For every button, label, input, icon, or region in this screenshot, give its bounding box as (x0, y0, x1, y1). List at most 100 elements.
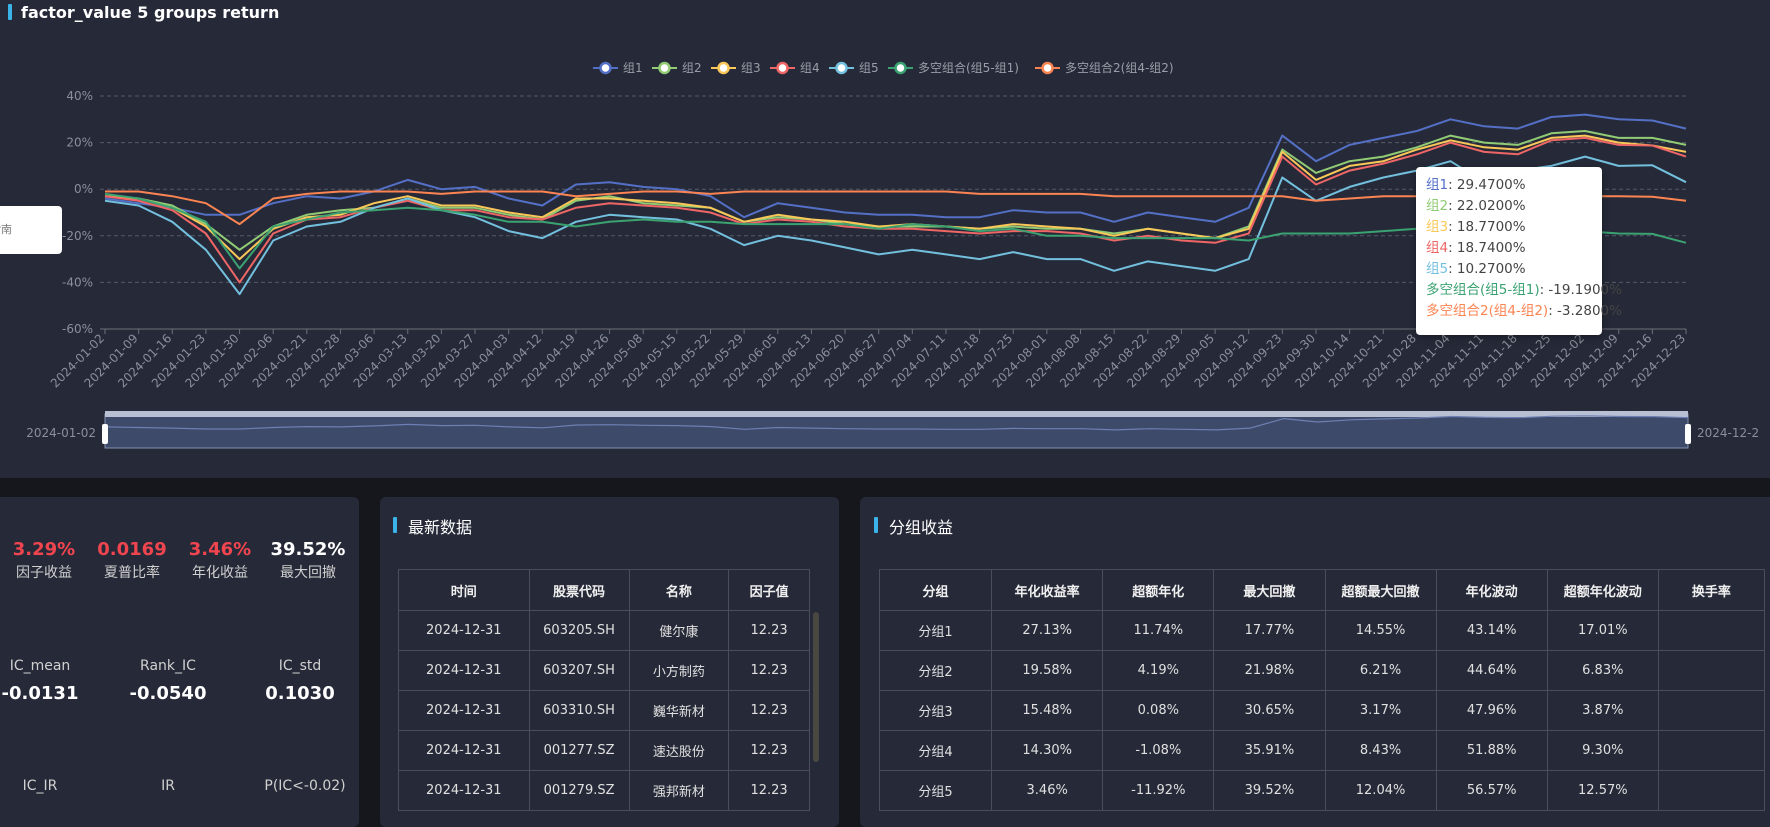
group-table-cell: 3.87% (1546, 690, 1659, 731)
tooltip-row: 组2: 22.0200% (1416, 196, 1602, 217)
latest-table-row[interactable]: 2024-12-31 603310.SH 巍华新材 12.23 (398, 690, 810, 731)
y-tick-label: -40% (62, 275, 93, 289)
factor-return-value: 3.29% (12, 539, 76, 560)
tooltip-series-value: : 22.0200% (1448, 198, 1526, 214)
tooltip-row: 多空组合2(组4-组2): -3.2800% (1416, 301, 1622, 322)
legend-item[interactable]: 多空组合(组5-组1) (918, 60, 1019, 75)
group-table-row[interactable]: 分组5 3.46% -11.92% 39.52% 12.04% 56.57% 12.57% (878, 770, 1766, 811)
group-table-row[interactable]: 分组4 14.30% -1.08% 35.91% 8.43% 51.88% 9.30% (878, 730, 1766, 771)
group-table-row[interactable]: 分组2 19.58% 4.19% 21.98% 6.21% 44.64% 6.83% (878, 650, 1766, 691)
group-table-cell: 14.30% (991, 730, 1104, 771)
group-title-accent (874, 517, 878, 533)
legend-marker-icon[interactable] (717, 61, 730, 75)
tooltip-row: 组4: 18.7400% (1416, 238, 1602, 259)
legend-marker-icon[interactable] (599, 61, 612, 75)
latest-table-cell: 健尔康 (628, 610, 730, 651)
group-table-cell: 14.55% (1324, 610, 1437, 651)
zoom-window[interactable] (104, 413, 1689, 449)
latest-table-row[interactable]: 2024-12-31 603207.SH 小方制药 12.23 (398, 650, 810, 691)
line-chart[interactable]: 40%20%0%-20%-40%-60%2024-01-022024-01-09… (0, 0, 1770, 478)
latest-table-cell: 2024-12-31 (398, 650, 530, 691)
annual-return-value: 3.46% (188, 539, 252, 560)
tooltip-series-value: : -19.1900% (1539, 282, 1622, 298)
legend-item[interactable]: 组3 (741, 61, 761, 75)
zoom-right-handle[interactable] (1685, 424, 1691, 444)
legend-marker-icon[interactable] (835, 61, 848, 75)
zoom-end-label: 2024-12-2 (1697, 426, 1759, 440)
tooltip-series-value: : 29.4700% (1448, 177, 1526, 193)
group-returns-table: 分组 年化收益率 超额年化 最大回撤 超额最大回撤 年化波动 超额年化波动 换手率 分组1 27… (878, 569, 1766, 811)
group-table-cell: 17.01% (1546, 610, 1659, 651)
group-table-cell: 19.58% (991, 650, 1104, 691)
page-title: factor_value 5 groups return (21, 3, 280, 22)
group-table-cell: 6.83% (1546, 650, 1659, 691)
latest-table-scrollbar[interactable] (813, 612, 819, 762)
latest-table-cell: 603205.SH (528, 610, 630, 651)
legend-item[interactable]: 多空组合2(组4-组2) (1065, 60, 1174, 75)
legend-item[interactable]: 组5 (859, 61, 879, 75)
latest-table-cell: 001277.SZ (528, 730, 630, 771)
latest-data-title: 最新数据 (408, 518, 473, 537)
legend-item[interactable]: 组1 (623, 61, 643, 75)
legend-marker-icon[interactable] (776, 61, 789, 75)
group-table-cell (1657, 730, 1766, 771)
y-tick-label: -60% (62, 322, 93, 336)
group-table-cell: 17.77% (1213, 610, 1326, 651)
group-table-cell: 12.57% (1546, 770, 1659, 811)
latest-table-row[interactable]: 2024-12-31 001277.SZ 速达股份 12.23 (398, 730, 810, 771)
rank-ic-label: Rank_IC (140, 658, 196, 674)
annual-return-metric: 3.46% 年化收益 (176, 539, 264, 582)
side-popup[interactable]: 指南 (0, 206, 62, 254)
legend-item[interactable]: 组4 (800, 61, 820, 75)
group-table-cell (1657, 650, 1766, 691)
legend-marker-icon[interactable] (658, 61, 671, 75)
legend-marker-icon[interactable] (894, 61, 907, 75)
group-table-header: 分组 年化收益率 超额年化 最大回撤 超额最大回撤 年化波动 超额年化波动 换手率 (878, 569, 1766, 611)
sharpe-label: 夏普比率 (104, 565, 160, 581)
legend-marker-icon[interactable] (1041, 61, 1054, 75)
tooltip-row: 组5: 10.2700% (1416, 259, 1602, 280)
tooltip-series-label: 组1 (1426, 177, 1449, 193)
tooltip-series-value: : 10.2700% (1448, 261, 1526, 277)
group-table-cell: 0.08% (1102, 690, 1215, 731)
group-table-cell: 12.04% (1324, 770, 1437, 811)
latest-title-accent (393, 517, 397, 533)
annual-return-label: 年化收益 (192, 565, 248, 581)
factor-return-metric: 3.29% 因子收益 (0, 539, 88, 582)
group-table-cell: 8.43% (1324, 730, 1437, 771)
latest-table-header-cell: 时间 (398, 569, 530, 611)
tooltip-row: 多空组合(组5-组1): -19.1900% (1416, 280, 1622, 301)
group-table-cell: 56.57% (1435, 770, 1548, 811)
group-returns-title: 分组收益 (889, 518, 954, 537)
group-table-cell: 分组1 (878, 610, 993, 651)
group-table-row[interactable]: 分组3 15.48% 0.08% 30.65% 3.17% 47.96% 3.87% (878, 690, 1766, 731)
tooltip-row: 组1: 29.4700% (1416, 175, 1602, 196)
zoom-preview-line (104, 415, 1689, 431)
latest-table-cell: 巍华新材 (628, 690, 730, 731)
zoom-left-handle[interactable] (102, 424, 108, 444)
latest-table-cell: 603207.SH (528, 650, 630, 691)
group-table-row[interactable]: 分组1 27.13% 11.74% 17.77% 14.55% 43.14% 17.01% (878, 610, 1766, 651)
factor-return-label: 因子收益 (16, 565, 72, 581)
group-table-cell (1657, 610, 1766, 651)
latest-table-row[interactable]: 2024-12-31 001279.SZ 强邦新材 12.23 (398, 770, 810, 811)
latest-table-header-cell: 名称 (628, 569, 730, 611)
legend-item[interactable]: 组2 (682, 61, 702, 75)
latest-data-table: 时间 股票代码 名称 因子值 2024-12-31 603205.SH 健尔康 12.23 2… (398, 569, 810, 811)
series-line[interactable] (104, 113, 1687, 223)
series-line[interactable] (104, 134, 1687, 261)
p-ic-label: P(IC<-0.02) (264, 778, 346, 794)
y-tick-label: 20% (66, 136, 93, 150)
latest-table-row[interactable]: 2024-12-31 603205.SH 健尔康 12.23 (398, 610, 810, 651)
latest-table-cell: 2024-12-31 (398, 690, 530, 731)
tooltip-series-label: 组3 (1426, 219, 1449, 235)
y-tick-label: 40% (66, 89, 93, 103)
metrics-panel: 3.29% 因子收益 0.0169 夏普比率 3.46% 年化收益 39.52%… (0, 497, 359, 827)
zoom-move-handle[interactable] (105, 411, 1688, 417)
tooltip-series-label: 组5 (1426, 261, 1449, 277)
group-table-cell: -1.08% (1102, 730, 1215, 771)
rank-ic-stat: Rank_IC -0.0540 (118, 658, 218, 704)
tooltip-series-label: 多空组合(组5-组1) (1426, 282, 1540, 298)
latest-table-cell: 12.23 (728, 730, 810, 771)
group-table-cell: 分组2 (878, 650, 993, 691)
